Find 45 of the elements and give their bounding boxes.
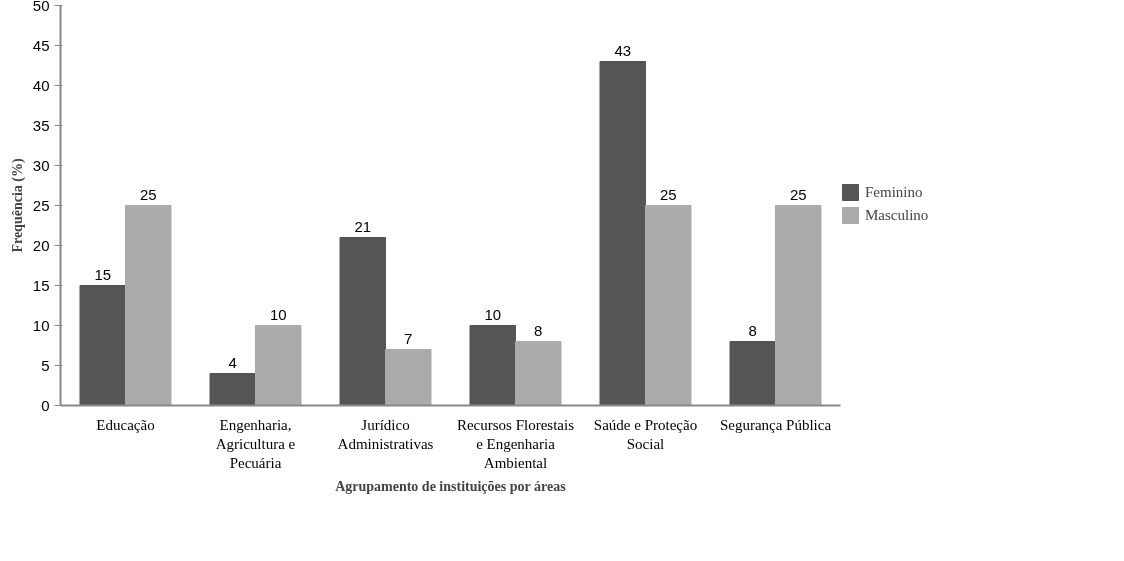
- y-tick-label: 25: [32, 196, 50, 214]
- data-label: 8: [534, 321, 543, 339]
- y-tick-label: 40: [32, 76, 50, 94]
- bar: [125, 205, 172, 406]
- data-label: 7: [404, 329, 413, 347]
- bar: [469, 325, 516, 406]
- y-tick-label: 10: [32, 316, 50, 334]
- data-label: 25: [139, 185, 157, 203]
- x-tick-label: Educação: [96, 416, 155, 433]
- x-axis-title: Agrupamento de instituições por áreas: [335, 478, 567, 494]
- x-tick-label: Saúde e Proteção Social: [593, 416, 698, 452]
- data-label: 8: [748, 321, 757, 339]
- y-tick-label: 0: [41, 396, 50, 414]
- bar: [209, 373, 256, 406]
- bar: [79, 285, 126, 406]
- x-tick-label: Recursos Florestais e Engenharia Ambiental: [456, 416, 575, 471]
- x-tick-label: Engenharia, Agricultura e Pecuária: [215, 416, 296, 471]
- bar: [515, 341, 562, 406]
- y-tick-label: 15: [32, 276, 50, 294]
- bar: [255, 325, 302, 406]
- data-label: 43: [614, 41, 632, 59]
- x-tick-label: Segurança Pública: [719, 416, 832, 433]
- y-tick-label: 45: [32, 36, 50, 54]
- x-tick-label: Jurídico Administrativas: [337, 416, 434, 452]
- bar: [599, 61, 646, 406]
- data-label: 15: [94, 265, 112, 283]
- data-label: 10: [484, 305, 502, 323]
- y-tick-label: 30: [32, 156, 50, 174]
- y-tick-label: 20: [32, 236, 50, 254]
- data-label: 4: [228, 353, 237, 371]
- bar: [729, 341, 776, 406]
- bar: [775, 205, 822, 406]
- data-label: 25: [789, 185, 807, 203]
- bar: [339, 237, 386, 406]
- y-axis-title: Frequência (%): [9, 158, 26, 253]
- y-tick-label: 50: [32, 0, 50, 14]
- data-label: 25: [659, 185, 677, 203]
- bar: [645, 205, 692, 406]
- legend-label: Feminino: [865, 183, 923, 201]
- data-label: 21: [354, 217, 372, 235]
- y-tick-label: 35: [32, 116, 50, 134]
- data-label: 10: [269, 305, 287, 323]
- legend-label: Masculino: [865, 206, 929, 224]
- y-tick-label: 5: [41, 356, 50, 374]
- bar: [385, 349, 432, 406]
